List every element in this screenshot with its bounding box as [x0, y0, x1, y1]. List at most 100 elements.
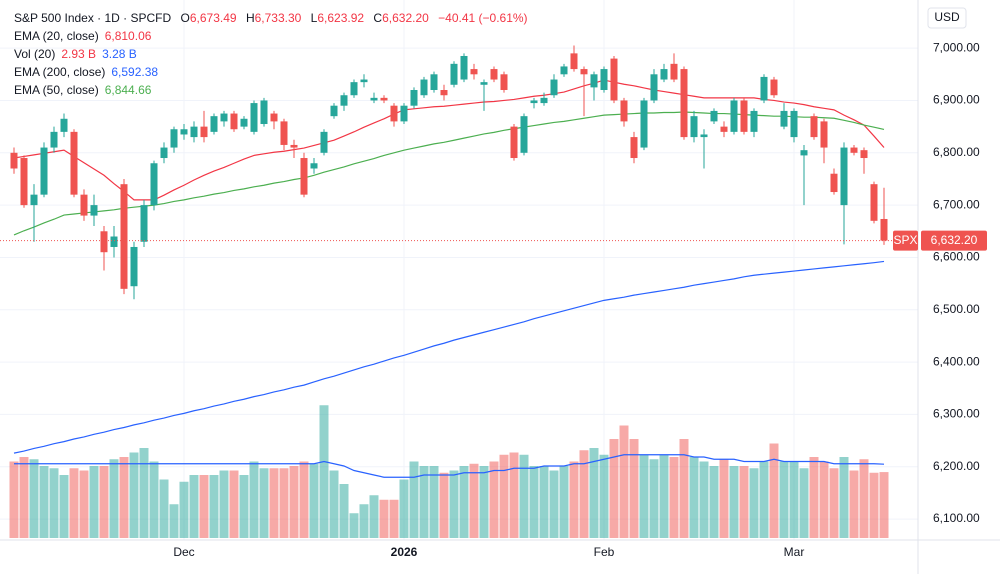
ohlc-key: C — [373, 11, 383, 25]
indicator-row[interactable]: EMA (200, close) 6,592.38 — [14, 63, 534, 81]
candle-body — [700, 134, 708, 138]
candle-body — [60, 118, 68, 132]
indicator-value: 6,844.66 — [104, 83, 152, 97]
candle-body — [470, 69, 478, 75]
price-tag-box — [921, 230, 987, 251]
volume-bar — [589, 448, 599, 538]
candle-body — [130, 246, 138, 287]
candle-body — [590, 74, 598, 88]
volume-bar — [839, 457, 849, 538]
volume-bar — [379, 499, 389, 538]
price-tag-symbol-box — [893, 230, 918, 251]
candle-body — [400, 105, 408, 122]
volume-bar — [169, 504, 179, 538]
volume-bar — [89, 466, 99, 538]
candle-body — [860, 150, 868, 159]
volume-bar — [9, 461, 19, 538]
candle-body — [510, 126, 518, 159]
candle-body — [420, 79, 428, 96]
volume-bar — [159, 479, 169, 538]
candle-body — [780, 110, 788, 127]
x-tick-label: Mar — [784, 545, 805, 559]
indicator-row[interactable]: EMA (20, close) 6,810.06 — [14, 27, 534, 45]
x-tick-label: Feb — [594, 545, 615, 559]
candle-body — [300, 158, 308, 195]
ohlc-key: O — [180, 11, 190, 25]
candle-body — [270, 113, 278, 122]
volume-bar — [469, 463, 479, 538]
volume-bar — [239, 475, 249, 538]
volume-bar — [719, 459, 729, 538]
candle-body — [350, 82, 358, 96]
x-tick-label: Dec — [173, 545, 194, 559]
volume-bar — [349, 513, 359, 538]
symbol-title[interactable]: S&P 500 Index · 1D · SPCFD — [14, 11, 172, 25]
volume-bar — [499, 454, 509, 538]
ohlc-value: 6,733.30 — [254, 11, 302, 25]
candle-body — [450, 63, 458, 85]
candle-body — [260, 100, 268, 125]
candle-body — [490, 69, 498, 80]
volume-bar — [509, 452, 519, 538]
volume-bar — [619, 425, 629, 538]
indicator-value: 2.93 B — [61, 47, 97, 61]
ohlc-key: L — [310, 11, 318, 25]
ema-line — [13, 260, 885, 454]
price-tag: 6,632.20 — [931, 233, 978, 247]
volume-bar — [139, 448, 149, 538]
candle-body — [730, 100, 738, 132]
candle-body — [380, 97, 388, 101]
candle-body — [870, 184, 878, 221]
candle-body — [680, 69, 688, 138]
volume-bar — [639, 454, 649, 538]
candle-body — [70, 131, 78, 195]
candle-body — [230, 113, 238, 130]
volume-bar — [229, 470, 239, 538]
ema-line — [13, 111, 885, 236]
y-tick-label: 6,400.00 — [933, 354, 980, 368]
candle-body — [50, 131, 58, 148]
volume-bar — [789, 461, 799, 538]
candle-body — [650, 74, 658, 101]
candle-body — [20, 158, 28, 206]
volume-bar — [249, 461, 259, 538]
volume-bar — [339, 484, 349, 538]
candle-body — [810, 116, 818, 138]
volume-bar — [429, 466, 439, 538]
volume-bar — [599, 454, 609, 538]
candle-body — [100, 231, 108, 253]
volume-bar — [69, 468, 79, 538]
indicator-row[interactable]: Vol (20) 2.93 B 3.28 B — [14, 45, 534, 63]
volume-bar — [389, 499, 399, 538]
volume-bar — [79, 470, 89, 538]
volume-bar — [329, 470, 339, 538]
volume-bar — [99, 466, 109, 538]
volume-bar — [629, 439, 639, 538]
volume-bar — [29, 459, 39, 538]
y-tick-label: 7,000.00 — [933, 40, 980, 54]
volume-bar — [279, 468, 289, 538]
volume-bar — [359, 504, 369, 538]
indicator-name: EMA (200, close) — [14, 65, 106, 79]
candle-body — [160, 147, 168, 159]
change: −40.41 (−0.61%) — [438, 11, 528, 25]
x-tick-label: 2026 — [391, 545, 418, 559]
ohlc-value: 6,632.20 — [382, 11, 429, 25]
volume-bar — [119, 457, 129, 538]
candle-body — [770, 79, 778, 96]
candle-body — [210, 116, 218, 132]
volume-bar — [769, 443, 779, 538]
candle-body — [170, 129, 178, 148]
y-tick-label: 6,800.00 — [933, 145, 980, 159]
y-tick-label: 6,300.00 — [933, 407, 980, 421]
volume-bar — [689, 457, 699, 538]
volume-bar — [649, 459, 659, 538]
ohlc-value: 6,673.49 — [189, 11, 237, 25]
volume-bar — [809, 457, 819, 538]
indicator-row[interactable]: EMA (50, close) 6,844.66 — [14, 81, 534, 99]
candle-body — [600, 69, 608, 90]
y-tick-label: 6,100.00 — [933, 511, 980, 525]
volume-bar — [439, 472, 449, 538]
